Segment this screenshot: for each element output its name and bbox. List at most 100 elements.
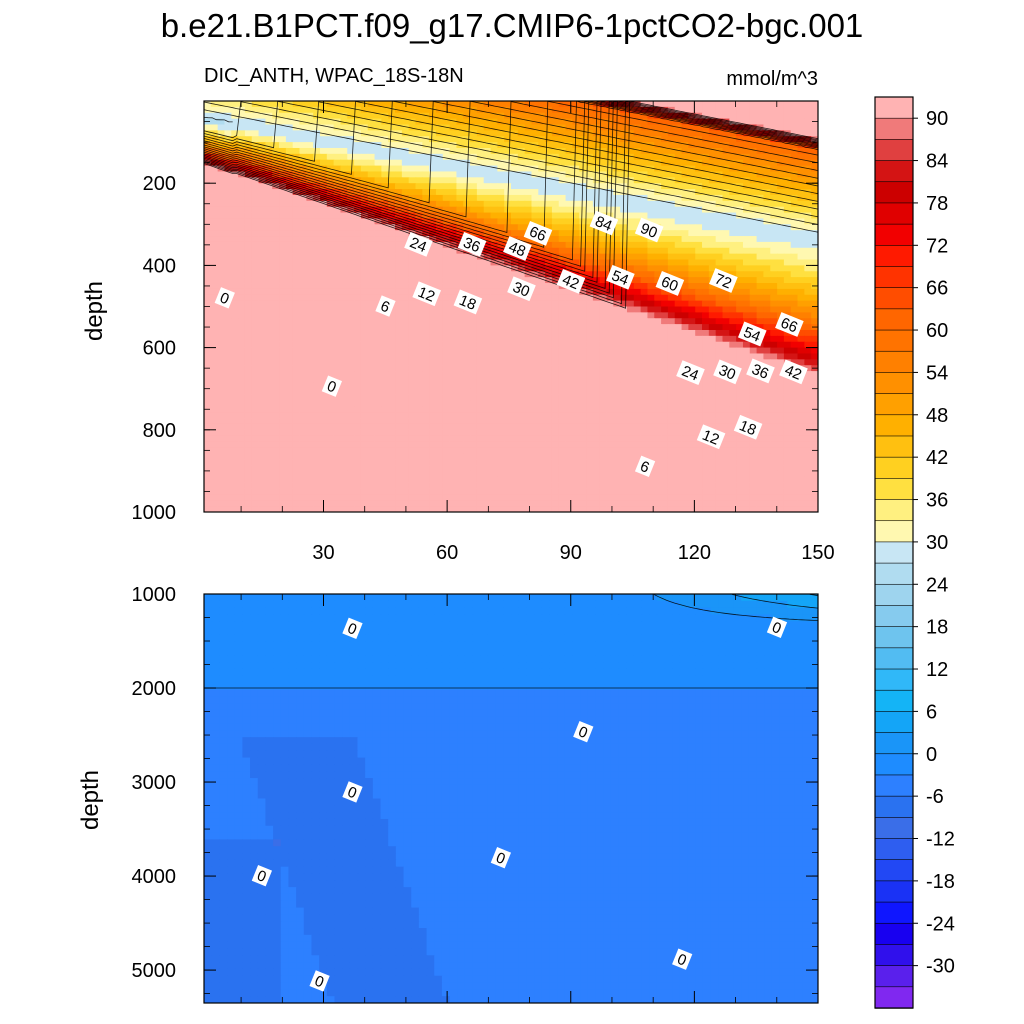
contour-cell — [401, 200, 410, 208]
contour-cell — [326, 406, 335, 413]
contour-cell — [395, 230, 403, 237]
contour-cell — [667, 294, 676, 302]
contour-cell — [347, 318, 355, 325]
contour-cell — [217, 347, 226, 355]
contour-cell — [497, 324, 505, 331]
contour-cell — [319, 212, 328, 220]
contour-cell — [804, 142, 812, 149]
contour-cell — [299, 394, 307, 402]
contour-cell — [449, 365, 458, 372]
contour-cell — [674, 130, 683, 137]
contour-cell — [231, 406, 239, 413]
contour-cell — [531, 200, 539, 208]
contour-cell — [722, 382, 730, 390]
contour-cell — [244, 412, 253, 419]
contour-cell — [654, 318, 662, 325]
contour-cell — [674, 118, 683, 126]
contour-cell — [565, 194, 573, 202]
contour-cell — [674, 400, 683, 407]
contour-cell — [265, 241, 273, 249]
contour-cell — [551, 324, 560, 331]
contour-cell — [790, 271, 799, 278]
contour-cell — [558, 230, 567, 237]
contour-cell — [374, 118, 382, 126]
contour-cell — [708, 347, 717, 355]
contour-cell — [763, 418, 771, 425]
contour-cell — [661, 288, 669, 296]
contour-cell — [251, 241, 260, 249]
contour-cell — [626, 236, 635, 243]
contour-cell — [804, 365, 812, 372]
contour-cell — [688, 412, 696, 419]
contour-cell — [708, 288, 717, 296]
contour-cell — [674, 418, 683, 425]
contour-cell — [538, 283, 546, 290]
contour-cell — [558, 418, 567, 425]
contour-cell — [729, 406, 737, 413]
contour-cell — [647, 324, 655, 331]
contour-cell — [326, 312, 335, 319]
contour-cell — [749, 241, 758, 249]
contour-cell — [408, 353, 417, 360]
contour-cell — [204, 312, 212, 319]
contour-cell — [770, 106, 778, 114]
contour-cell — [517, 318, 526, 325]
contour-cell — [551, 318, 560, 325]
contour-cell — [579, 189, 587, 196]
contour-cell — [511, 153, 519, 161]
contour-cell — [224, 224, 232, 231]
contour-cell — [661, 347, 669, 355]
contour-cell — [204, 189, 212, 196]
contour-cell — [790, 277, 799, 284]
contour-cell — [354, 406, 362, 413]
contour-cell — [783, 418, 792, 425]
contour-cell — [797, 177, 805, 184]
contour-cell — [790, 341, 799, 349]
contour-cell — [388, 412, 396, 419]
contour-cell — [285, 412, 294, 419]
contour-cell — [442, 423, 451, 431]
contour-cell — [408, 124, 417, 131]
contour-cell — [470, 153, 478, 161]
contour-cell — [742, 112, 751, 120]
contour-cell — [626, 118, 635, 126]
contour-cell — [538, 388, 546, 396]
contour-cell — [763, 147, 771, 155]
contour-cell — [545, 247, 553, 255]
contour-cell — [681, 236, 689, 243]
contour-cell — [538, 118, 546, 126]
contour-cell — [449, 341, 458, 349]
contour-cell — [511, 165, 519, 173]
contour-cell — [606, 183, 614, 190]
contour-cell — [476, 376, 485, 384]
contour-cell — [681, 153, 689, 161]
contour-cell — [783, 212, 792, 220]
contour-cell — [251, 277, 260, 284]
contour-cell — [224, 236, 232, 243]
contour-cell — [545, 130, 553, 137]
contour-cell — [258, 406, 266, 413]
contour-cell — [279, 277, 287, 284]
contour-cell — [599, 306, 608, 313]
contour-cell — [415, 159, 423, 167]
contour-cell — [586, 329, 594, 337]
contour-cell — [401, 394, 410, 402]
contour-cell — [545, 147, 553, 155]
contour-cell — [367, 406, 376, 413]
contour-cell — [702, 212, 710, 220]
contour-cell — [763, 194, 771, 202]
contour-cell — [511, 294, 519, 302]
contour-cell — [442, 341, 451, 349]
contour-cell — [783, 118, 792, 126]
contour-cell — [449, 312, 458, 319]
contour-cell — [408, 406, 417, 413]
contour-cell — [661, 153, 669, 161]
contour-cell — [722, 241, 730, 249]
contour-cell — [279, 371, 287, 378]
contour-cell — [626, 101, 635, 108]
contour-cell — [326, 271, 335, 278]
contour-cell — [606, 412, 614, 419]
contour-cell — [579, 253, 587, 261]
contour-cell — [749, 394, 758, 402]
contour-cell — [422, 277, 430, 284]
